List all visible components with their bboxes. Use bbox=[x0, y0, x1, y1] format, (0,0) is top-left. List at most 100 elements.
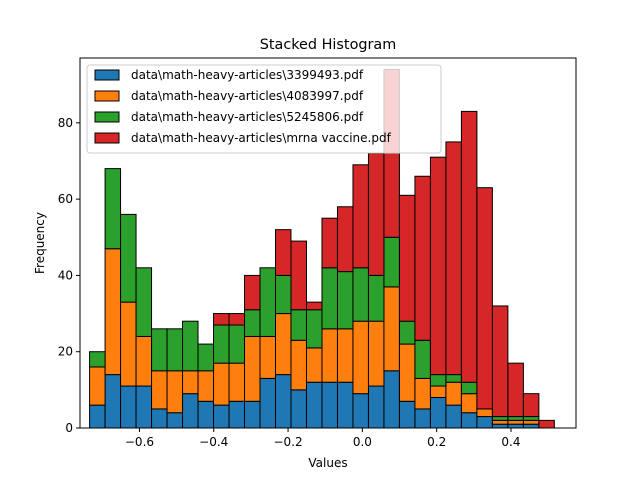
bar-series0-bin16 bbox=[336, 381, 354, 429]
bar-series2-bin11 bbox=[259, 267, 277, 337]
bar-series1-bin13 bbox=[290, 339, 307, 391]
x-tick-label: −0.4 bbox=[199, 435, 228, 449]
bar-series2-bin13 bbox=[290, 309, 307, 341]
legend-swatch-0 bbox=[94, 69, 120, 81]
bar-series1-bin10 bbox=[244, 335, 261, 402]
bar-series1-bin20 bbox=[398, 343, 416, 402]
chart-title: Stacked Histogram bbox=[260, 37, 397, 53]
bars-layer bbox=[89, 68, 555, 429]
bar-series2-bin28 bbox=[522, 416, 540, 421]
bar-series1-bin27 bbox=[507, 419, 524, 425]
bar-series0-bin14 bbox=[305, 381, 323, 429]
x-tick-label: 0.0 bbox=[353, 435, 372, 449]
x-tick-label: −0.6 bbox=[125, 435, 154, 449]
bar-series1-bin12 bbox=[275, 313, 292, 376]
bar-series2-bin0 bbox=[89, 351, 106, 368]
bar-series1-bin25 bbox=[476, 408, 493, 418]
legend-label-1: data\math-heavy-articles\4083997.pdf bbox=[131, 89, 364, 103]
bar-series2-bin10 bbox=[244, 309, 261, 337]
bar-series1-bin19 bbox=[383, 286, 400, 372]
bar-series2-bin16 bbox=[336, 271, 354, 330]
bar-series1-bin8 bbox=[213, 362, 230, 406]
bar-series3-bin10 bbox=[244, 274, 261, 311]
bar-series2-bin2 bbox=[120, 213, 137, 303]
bar-series0-bin27 bbox=[507, 423, 524, 429]
bar-series2-bin19 bbox=[383, 236, 400, 288]
y-tick-label: 0 bbox=[65, 421, 73, 435]
bar-series1-bin28 bbox=[522, 419, 540, 425]
bar-series0-bin1 bbox=[104, 374, 122, 429]
bar-series3-bin29 bbox=[538, 419, 555, 429]
bar-series1-bin3 bbox=[135, 335, 153, 387]
bar-series3-bin8 bbox=[213, 313, 230, 326]
bar-series1-bin11 bbox=[259, 335, 277, 379]
bar-series3-bin20 bbox=[398, 194, 416, 322]
bar-series0-bin25 bbox=[476, 416, 493, 429]
legend-box bbox=[86, 64, 442, 154]
bar-series0-bin6 bbox=[182, 393, 199, 429]
bar-series1-bin21 bbox=[414, 377, 431, 410]
x-axis-label: Values bbox=[308, 456, 347, 470]
bar-series3-bin21 bbox=[414, 175, 431, 341]
legend-swatch-2 bbox=[94, 111, 120, 123]
x-tick-label: 0.4 bbox=[501, 435, 520, 449]
bar-series1-bin14 bbox=[305, 347, 323, 383]
bar-series0-bin22 bbox=[429, 396, 447, 429]
bar-series3-bin15 bbox=[321, 217, 338, 269]
bar-series2-bin3 bbox=[135, 267, 153, 337]
y-axis-ticks: 0 20 40 60 80 bbox=[58, 116, 80, 435]
bar-series3-bin23 bbox=[445, 141, 462, 376]
bar-series2-bin26 bbox=[491, 416, 509, 421]
bar-series0-bin21 bbox=[414, 408, 431, 429]
bar-series3-bin27 bbox=[507, 362, 524, 418]
y-tick-label: 80 bbox=[58, 116, 73, 130]
legend-swatch-3 bbox=[94, 132, 120, 144]
bar-series2-bin21 bbox=[414, 339, 431, 379]
legend-label-3: data\math-heavy-articles\mrna vaccine.pd… bbox=[131, 131, 392, 145]
bar-series2-bin17 bbox=[352, 267, 369, 322]
bar-series0-bin17 bbox=[352, 393, 369, 429]
x-tick-label: 0.2 bbox=[427, 435, 446, 449]
legend-label-2: data\math-heavy-articles\5245806.pdf bbox=[131, 110, 364, 124]
bar-series0-bin23 bbox=[445, 404, 462, 429]
bar-series2-bin7 bbox=[197, 343, 215, 372]
bar-series3-bin13 bbox=[290, 240, 307, 311]
bar-series0-bin20 bbox=[398, 400, 416, 429]
bar-series2-bin20 bbox=[398, 320, 416, 345]
bar-series1-bin6 bbox=[182, 370, 199, 395]
legend-label-0: data\math-heavy-articles\3399493.pdf bbox=[131, 68, 364, 82]
bar-series1-bin5 bbox=[166, 370, 184, 414]
bar-series2-bin24 bbox=[460, 381, 478, 395]
bar-series2-bin1 bbox=[104, 168, 122, 250]
bar-series2-bin15 bbox=[321, 267, 338, 330]
bar-series2-bin8 bbox=[213, 324, 230, 364]
y-axis-label: Frequency bbox=[33, 212, 47, 274]
bar-series1-bin15 bbox=[321, 328, 338, 383]
bar-series0-bin15 bbox=[321, 381, 338, 429]
bar-series2-bin23 bbox=[445, 374, 462, 383]
bar-series3-bin16 bbox=[336, 206, 354, 273]
x-axis-ticks: −0.6 −0.4 −0.2 0.0 0.2 0.4 bbox=[125, 428, 521, 449]
bar-series0-bin4 bbox=[151, 408, 168, 429]
bar-series0-bin0 bbox=[89, 404, 106, 429]
bar-series3-bin9 bbox=[228, 313, 246, 326]
x-tick-label: −0.2 bbox=[273, 435, 302, 449]
bar-series3-bin18 bbox=[367, 152, 385, 276]
bar-series0-bin19 bbox=[383, 370, 400, 429]
bar-series1-bin2 bbox=[120, 301, 137, 387]
plot-frame bbox=[79, 57, 577, 429]
bar-series0-bin12 bbox=[275, 374, 292, 429]
bar-series0-bin26 bbox=[491, 423, 509, 429]
y-tick-label: 20 bbox=[58, 345, 73, 359]
bar-series0-bin7 bbox=[197, 400, 215, 429]
bar-series0-bin5 bbox=[166, 412, 184, 429]
bar-series0-bin3 bbox=[135, 385, 153, 429]
legend: data\math-heavy-articles\3399493.pdf data… bbox=[86, 64, 442, 154]
bar-series2-bin14 bbox=[305, 309, 323, 349]
bar-series1-bin26 bbox=[491, 419, 509, 425]
y-tick-label: 60 bbox=[58, 192, 73, 206]
bar-series0-bin9 bbox=[228, 400, 246, 429]
bar-series0-bin24 bbox=[460, 412, 478, 429]
bar-series0-bin13 bbox=[290, 389, 307, 429]
